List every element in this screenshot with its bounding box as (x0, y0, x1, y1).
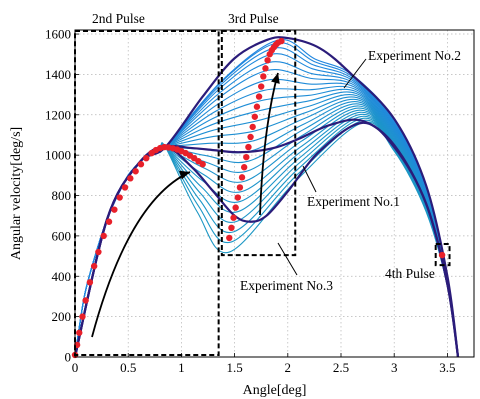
arrow-3rd-pulse-head (271, 73, 280, 84)
annotation-experiment-3: Experiment No.3 (240, 278, 333, 293)
trajectory-family (74, 39, 459, 358)
marker-point (247, 133, 254, 141)
x-tick-label: 2 (285, 360, 292, 375)
x-tick-label: 2.5 (333, 360, 349, 375)
marker-point (258, 83, 265, 90)
marker-point (121, 184, 129, 191)
marker-point (245, 143, 252, 151)
marker-point (253, 103, 261, 110)
annotation-experiment-2: Experiment No.2 (368, 48, 461, 63)
marker-point (230, 214, 237, 221)
plot-frame (74, 29, 475, 358)
y-tick-label: 600 (52, 228, 72, 243)
x-tick-label: 1 (178, 360, 185, 375)
annotation-arrows (91, 58, 367, 338)
x-tick-label: 1.5 (226, 360, 242, 375)
marker-point (278, 37, 285, 45)
y-tick-label: 800 (52, 188, 72, 203)
marker-point (143, 154, 150, 162)
pulse-box (434, 242, 451, 267)
experiment-line (73, 36, 460, 358)
annotations: 2nd Pulse 3rd Pulse Experiment No.2 Expe… (92, 11, 461, 293)
marker-point (132, 168, 139, 175)
marker-point (251, 113, 259, 120)
pulse-box (74, 30, 220, 356)
annotation-2nd-pulse: 2nd Pulse (92, 11, 145, 26)
trajectory-line (74, 39, 459, 358)
marker-point (226, 234, 233, 242)
marker-point (79, 313, 86, 320)
marker-point (234, 194, 241, 201)
arrow-3rd-pulse (259, 72, 279, 216)
y-tick-label: 400 (52, 269, 72, 284)
marker-point (240, 164, 248, 171)
marker-point (90, 262, 98, 270)
x-tick-label: 3 (391, 360, 398, 375)
marker-point (228, 224, 235, 232)
marker-point (236, 184, 244, 191)
x-axis-ticks: 0 0.5 1 1.5 2 2.5 3 3.5 (72, 353, 456, 375)
annotation-3rd-pulse: 3rd Pulse (228, 11, 279, 26)
marker-point (264, 57, 271, 64)
marker-point (111, 206, 118, 213)
y-tick-label: 1600 (45, 27, 71, 42)
marker-point (232, 204, 239, 211)
marker-point (86, 279, 94, 286)
y-axis-label: Angular velocity[deg/s] (9, 127, 24, 260)
marker-point (82, 297, 89, 304)
trajectory-line (74, 69, 459, 358)
marker-point (95, 248, 102, 256)
leader-experiment-1 (302, 165, 317, 193)
marker-point (127, 175, 134, 182)
marker-point (105, 218, 113, 225)
x-tick-label: 0.5 (120, 360, 136, 375)
marker-point (199, 161, 206, 168)
y-tick-label: 200 (52, 309, 72, 324)
y-tick-label: 0 (65, 350, 72, 365)
x-tick-label: 3.5 (439, 360, 455, 375)
x-tick-label: 0 (72, 360, 79, 375)
leader-experiment-2 (343, 58, 367, 89)
pulse-box (220, 30, 297, 257)
arrow-2nd-pulse-head (179, 170, 190, 180)
y-tick-label: 1000 (45, 148, 71, 163)
marker-point (260, 73, 267, 80)
marker-point (438, 251, 446, 259)
y-tick-label: 1400 (45, 67, 71, 82)
marker-point (76, 329, 83, 336)
annotation-experiment-1: Experiment No.1 (307, 194, 400, 209)
y-axis-ticks: 0 200 400 600 800 1000 1200 1400 1600 (45, 27, 79, 365)
marker-point (255, 93, 263, 100)
y-tick-label: 1200 (45, 107, 71, 122)
experiment-curves (73, 36, 460, 358)
marker-point (100, 232, 107, 240)
annotation-4th-pulse: 4th Pulse (385, 266, 435, 281)
marker-point (249, 123, 256, 131)
pulse-boxes (74, 30, 451, 356)
leader-experiment-3 (277, 242, 298, 276)
marker-points (71, 37, 446, 359)
trajectory-line (74, 78, 459, 358)
marker-point (243, 153, 250, 161)
marker-point (262, 65, 269, 72)
marker-point (116, 194, 123, 201)
marker-point (137, 161, 145, 168)
marker-point (238, 174, 246, 181)
arrow-2nd-pulse (91, 171, 191, 338)
x-axis-label: Angle[deg] (243, 383, 307, 398)
